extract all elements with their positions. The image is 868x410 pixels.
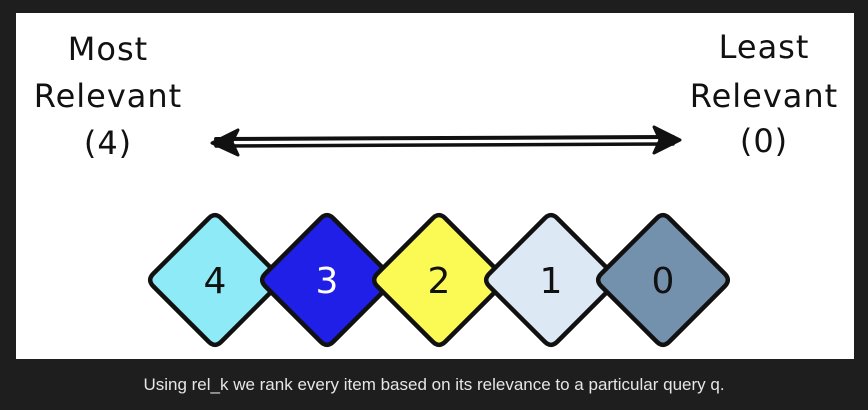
- left-label-line-2: Relevant: [34, 77, 182, 115]
- relevance-arrow: [210, 125, 682, 157]
- relevance-diamond-2: 2: [371, 212, 507, 348]
- relevance-diamond-4: 4: [147, 212, 283, 348]
- diamond-value: 3: [316, 261, 339, 302]
- left-label-line-1: Most: [68, 30, 148, 68]
- diamond-value: 2: [428, 261, 451, 302]
- diamond-shape: [483, 212, 619, 348]
- relevance-diamond-0: 0: [595, 212, 731, 348]
- diamond-shape: [259, 212, 395, 348]
- relevance-diamond-3: 3: [259, 212, 395, 348]
- relevance-diamond-1: 1: [483, 212, 619, 348]
- diamond-value: 1: [540, 261, 563, 302]
- relevance-diagram: Most Relevant (4) Least Relevant (0) 4 3 2…: [34, 28, 838, 348]
- right-label-line-1: Least: [719, 28, 810, 66]
- diamond-shape: [147, 212, 283, 348]
- diamond-shape: [595, 212, 731, 348]
- right-label-line-2: Relevant: [690, 77, 838, 115]
- figure-caption: Using rel_k we rank every item based on …: [143, 375, 725, 394]
- arrow-head-left: [210, 128, 240, 157]
- left-label-line-3: (4): [84, 124, 132, 162]
- diamond-value: 4: [204, 261, 227, 302]
- most-relevant-label: Most Relevant (4): [34, 30, 182, 162]
- diamond-value: 0: [652, 261, 675, 302]
- figure-panel: Most Relevant (4) Least Relevant (0) 4 3 2…: [16, 13, 854, 359]
- diamond-row: 4 3 2 1 0: [147, 212, 731, 348]
- diamond-shape: [371, 212, 507, 348]
- right-label-line-3: (0): [740, 122, 788, 160]
- least-relevant-label: Least Relevant (0): [690, 28, 838, 160]
- arrow-head-right: [652, 125, 682, 155]
